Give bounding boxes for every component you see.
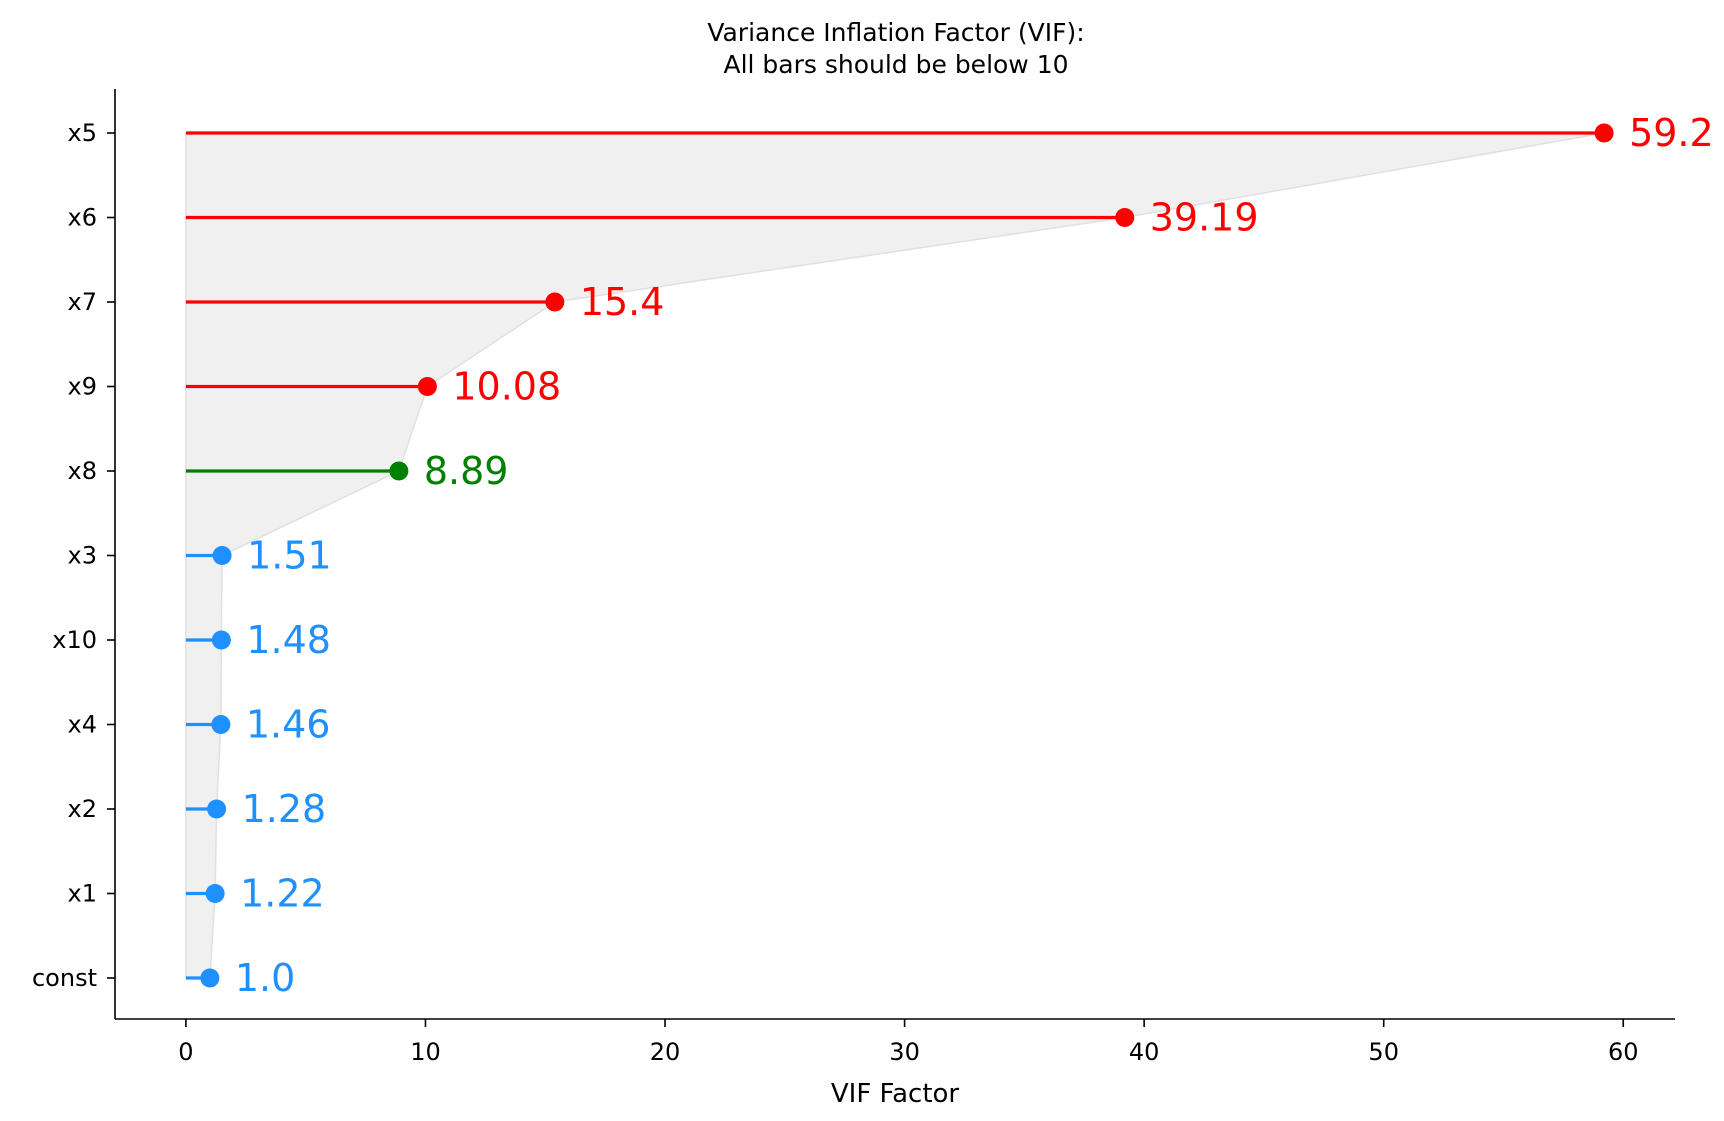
y-tick-label-x6: x6 [68,204,97,232]
axes-group [114,89,1675,1020]
point-x10 [211,630,231,650]
x-axis-label: VIF Factor [831,1079,960,1109]
y-tick-label-x5: x5 [68,119,97,147]
chart-title-line-2: All bars should be below 10 [723,50,1068,79]
point-x1 [205,884,225,903]
value-label-x5: 59.2 [1629,111,1714,155]
y-tick-label-x3: x3 [68,542,97,570]
value-label-x7: 15.4 [580,280,665,324]
x-tick-label-30: 30 [889,1038,920,1066]
y-tick-label-x4: x4 [68,711,97,739]
value-label-x3: 1.51 [247,534,332,578]
x-tick-label-0: 0 [178,1038,193,1066]
value-labels-group: 59.2 39.19 15.4 10.08 8.89 1.51 1.48 1.46 1.28 1.… [235,111,1714,1000]
y-ticks-group: x5 x6 x7 x9 x8 x3 x10 x4 x2 x1 const [32,119,115,992]
point-const [200,968,220,988]
value-label-x9: 10.08 [452,365,561,409]
y-tick-label-x8: x8 [68,457,97,485]
points-group [200,123,1614,988]
x-tick-label-20: 20 [650,1038,681,1066]
point-x6 [1115,208,1135,227]
point-x2 [207,799,227,819]
y-tick-label-x2: x2 [68,795,97,823]
value-label-x8: 8.89 [424,449,509,493]
y-tick-label-x1: x1 [68,880,97,908]
point-x7 [545,292,565,312]
value-label-x4: 1.46 [246,703,331,747]
point-x8 [389,461,409,481]
y-tick-label-const: const [32,964,97,992]
y-tick-label-x10: x10 [52,626,97,654]
value-label-x1: 1.22 [240,872,325,916]
vif-area-polygon [185,132,1605,979]
point-x3 [212,546,232,565]
point-x4 [211,715,231,734]
vif-area-fill [185,132,1605,979]
chart-title-line-1: Variance Inflation Factor (VIF): [707,18,1084,47]
point-x9 [417,377,437,396]
value-label-x2: 1.28 [242,787,327,831]
point-x5 [1594,123,1614,143]
x-tick-label-10: 10 [410,1038,441,1066]
x-tick-label-60: 60 [1608,1038,1639,1066]
value-label-const: 1.0 [235,956,295,1000]
x-tick-label-40: 40 [1129,1038,1160,1066]
stems-group [185,131,1605,980]
y-tick-label-x7: x7 [68,288,97,316]
x-tick-label-50: 50 [1368,1038,1399,1066]
x-ticks-group: 0 10 20 30 40 50 60 [178,1019,1639,1066]
y-tick-label-x9: x9 [68,373,97,401]
value-label-x10: 1.48 [246,618,331,662]
value-label-x6: 39.19 [1150,196,1259,240]
